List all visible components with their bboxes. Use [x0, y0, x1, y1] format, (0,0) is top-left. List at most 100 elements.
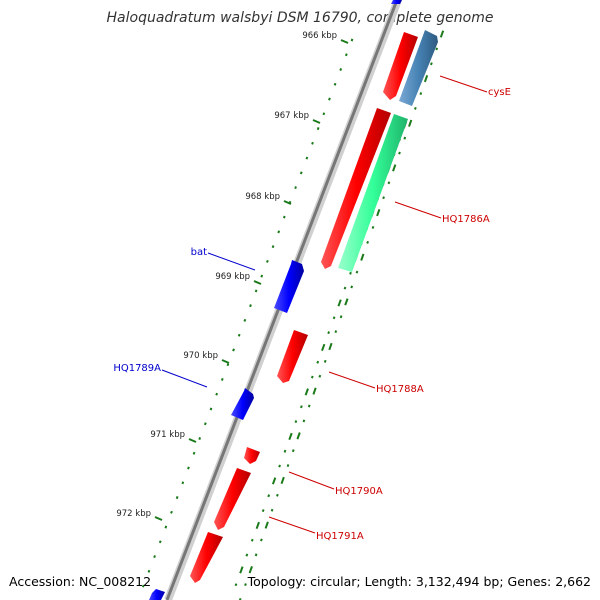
scale-track-dot: [299, 171, 303, 175]
scale-track-dot: [327, 331, 331, 335]
scale-track-dot: [288, 432, 293, 441]
gene-label-HQ1791A: HQ1791A: [268, 516, 364, 542]
gene-labels: cysE HQ1786A bat HQ1788A HQ1789A HQ1790A…: [113, 75, 511, 542]
scale-track-dot: [215, 392, 219, 396]
scale-track-dot: [337, 299, 342, 307]
scale-track-dot: [316, 127, 320, 131]
scale-tick-label: 969 kbp: [215, 272, 250, 282]
scale-track-dot: [220, 377, 224, 381]
gene-label-cysE: cysE: [439, 75, 511, 98]
gene-feature-bat[interactable]: [274, 260, 304, 313]
scale-track-dot: [355, 270, 359, 274]
scale-track-dot: [280, 476, 285, 485]
scale-track-dot: [282, 215, 286, 219]
scale-track-dot: [312, 387, 317, 395]
scale-track-dot: [276, 493, 279, 497]
gene-feature-HQ1788A[interactable]: [277, 330, 308, 383]
scale-track-dot: [332, 316, 336, 320]
scale-track-dot: [264, 521, 269, 529]
gene-feature-partial-bottom[interactable]: [149, 589, 165, 600]
genome-summary-label: Topology: circular; Length: 3,132,494 bp…: [247, 574, 591, 589]
gene-label-text: HQ1789A: [113, 363, 161, 374]
scale-track-dot: [323, 359, 327, 363]
scale-track-dot: [322, 112, 326, 116]
scale-track-dot: [226, 363, 230, 367]
scale-track-dot: [408, 119, 413, 127]
gene-feature-red-2[interactable]: [321, 108, 391, 269]
scale-track-dot: [234, 583, 238, 587]
scale-track-dot: [430, 62, 433, 66]
scale-ticks: 966 kbp 967 kbp 968 kbp 969 kbp 970 kbp …: [116, 31, 349, 521]
scale-tick-label: 971 kbp: [150, 430, 185, 440]
scale-track-dot: [198, 437, 202, 440]
scale-tick-label: 972 kbp: [116, 509, 151, 519]
scale-track-dot: [318, 374, 322, 378]
scale-track-dot: [339, 315, 343, 319]
scale-track-dot: [311, 141, 314, 145]
scale-tick: 970 kbp: [183, 351, 230, 364]
inner-scale-track: [141, 38, 354, 588]
gene-label-HQ1789A: HQ1789A: [113, 363, 208, 388]
scale-track-dot: [277, 230, 281, 234]
scale-track-dot: [344, 53, 348, 57]
scale-track-dot: [261, 509, 265, 513]
scale-tick: 968 kbp: [245, 192, 292, 205]
scale-track-dot: [260, 538, 263, 542]
accession-label: Accession: NC_008212: [9, 574, 151, 589]
scale-track-dot: [250, 538, 254, 542]
scale-track-dot: [310, 375, 314, 379]
scale-track-dot: [307, 404, 311, 408]
scale-track-dot: [304, 388, 309, 396]
scale-tick: 972 kbp: [116, 509, 163, 521]
scale-track-dot: [266, 259, 269, 263]
scale-track-dot: [343, 286, 347, 290]
gene-feature-cysE[interactable]: [399, 30, 438, 106]
scale-track-dot: [376, 208, 381, 217]
gene-label-text: HQ1790A: [335, 486, 383, 497]
gene-label-HQ1790A: HQ1790A: [288, 471, 383, 497]
scale-track-dot: [192, 451, 196, 455]
gene-feature-red-bottom[interactable]: [190, 532, 223, 583]
gene-feature-partial-top[interactable]: [391, 0, 402, 4]
scale-track-dot: [316, 360, 320, 364]
scale-track-dot: [291, 449, 295, 453]
scale-track-dot: [271, 245, 275, 249]
scale-track-dot: [164, 525, 168, 529]
scale-track-dot: [232, 348, 235, 352]
scale-track-dot: [237, 333, 241, 337]
scale-track-dot: [248, 566, 253, 574]
gene-feature-red-1[interactable]: [383, 32, 418, 100]
scale-track-dot: [392, 164, 397, 172]
scale-track-dot: [270, 508, 274, 512]
scale-track-dot: [158, 540, 162, 544]
gene-features: [149, 0, 438, 600]
scale-tick-label: 967 kbp: [274, 111, 309, 121]
scale-tick-label: 970 kbp: [183, 351, 218, 361]
map-title: Haloquadratum walsbyi DSM 16790, complet…: [107, 10, 494, 26]
scale-track-dot: [239, 566, 244, 574]
outer-scale-track: [238, 30, 445, 600]
gene-feature-HQ1789A[interactable]: [231, 388, 254, 420]
scale-track-dot: [398, 151, 401, 155]
scale-track-dot: [244, 583, 247, 587]
scale-track-dot: [294, 186, 297, 190]
scale-track-dot: [334, 330, 338, 334]
scale-track-dot: [414, 106, 417, 110]
gene-feature-HQ1791A[interactable]: [214, 468, 251, 530]
gene-feature-HQ1786A[interactable]: [338, 114, 408, 272]
scale-tick-label: 966 kbp: [302, 31, 337, 41]
scale-track-dot: [254, 289, 258, 293]
gene-label-text: bat: [191, 247, 207, 258]
scale-track-dot: [344, 298, 349, 306]
scale-tick: 969 kbp: [215, 272, 262, 285]
gene-label-HQ1786A: HQ1786A: [394, 201, 490, 225]
scale-tick: 966 kbp: [302, 31, 349, 44]
scale-track-dot: [360, 253, 365, 261]
scale-track-dot: [382, 196, 385, 200]
scale-track-dot: [349, 271, 352, 275]
gene-feature-HQ1790A[interactable]: [244, 447, 260, 464]
scale-track-dot: [254, 553, 258, 557]
scale-track-dot: [350, 38, 354, 42]
scale-track-dot: [187, 466, 190, 470]
